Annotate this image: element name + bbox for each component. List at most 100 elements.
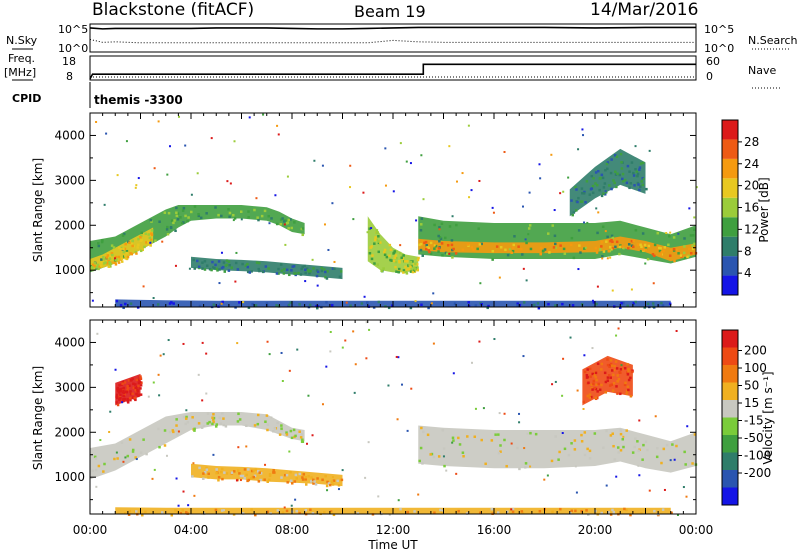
- speckle: [467, 124, 470, 127]
- speckle: [325, 300, 328, 304]
- speckle: [172, 221, 175, 225]
- speckle: [119, 388, 122, 391]
- speckle: [557, 458, 560, 461]
- speckle: [662, 447, 666, 451]
- speckle: [304, 475, 308, 479]
- speckle: [626, 304, 629, 308]
- speckle: [266, 480, 269, 483]
- speckle: [176, 510, 180, 513]
- speckle: [280, 424, 283, 427]
- speckle: [245, 424, 248, 428]
- speckle: [570, 442, 573, 445]
- colorbar-block: [722, 158, 738, 179]
- speckle: [602, 186, 606, 189]
- speckle: [282, 272, 286, 275]
- speckle: [451, 256, 454, 259]
- speckle: [393, 250, 397, 253]
- speckle: [583, 190, 586, 194]
- speckle: [594, 396, 597, 400]
- speckle: [341, 469, 344, 472]
- speckle: [367, 441, 370, 444]
- speckle: [433, 244, 436, 247]
- speckle: [602, 446, 605, 450]
- speckle: [511, 510, 515, 513]
- speckle: [627, 369, 630, 373]
- speckle: [99, 439, 102, 442]
- speckle: [659, 253, 663, 256]
- speckle: [622, 247, 625, 250]
- speckle: [217, 260, 221, 263]
- speckle: [407, 267, 410, 271]
- speckle: [326, 270, 329, 273]
- x-tick-label: 20:00: [578, 523, 613, 537]
- speckle: [340, 478, 344, 482]
- speckle: [294, 473, 298, 477]
- speckle: [139, 235, 142, 239]
- speckle: [268, 353, 271, 356]
- speckle: [266, 428, 269, 432]
- speckle: [349, 164, 352, 167]
- speckle: [516, 304, 519, 307]
- speckle: [497, 451, 501, 455]
- speckle: [377, 250, 380, 254]
- colorbar-block: [722, 330, 738, 348]
- speckle: [432, 455, 436, 459]
- speckle: [163, 444, 167, 447]
- speckle: [260, 214, 264, 218]
- speckle: [648, 149, 651, 152]
- speckle: [588, 449, 592, 453]
- speckle: [448, 145, 451, 148]
- speckle: [629, 395, 633, 398]
- speckle: [604, 391, 608, 394]
- speckle: [238, 301, 241, 304]
- speckle: [285, 431, 288, 434]
- speckle: [96, 332, 99, 335]
- power-panel: 1000 2000 3000 4000 Slant Range [km]: [31, 112, 698, 310]
- speckle: [445, 469, 448, 472]
- speckle: [451, 441, 454, 444]
- speckle: [660, 250, 663, 254]
- speckle: [181, 221, 185, 224]
- speckle: [693, 433, 697, 436]
- speckle: [461, 248, 465, 252]
- x-tick-label: 00:00: [73, 523, 108, 537]
- speckle: [612, 381, 616, 385]
- speckle: [152, 381, 155, 384]
- speckle: [362, 191, 365, 194]
- speckle: [287, 303, 291, 307]
- speckle: [168, 302, 172, 305]
- speckle: [523, 447, 526, 450]
- speckle: [182, 342, 185, 345]
- speckle: [315, 269, 319, 272]
- speckle: [177, 504, 180, 507]
- velocity-colorbar-ticks: 200 100 50 15 -15 -50 -100 -200: [738, 344, 771, 480]
- speckle: [585, 376, 589, 379]
- speckle: [424, 247, 428, 251]
- speckle: [397, 356, 400, 359]
- speckle: [153, 167, 156, 170]
- speckle: [205, 264, 209, 267]
- speckle: [281, 380, 284, 383]
- speckle: [586, 368, 589, 371]
- speckle: [602, 192, 605, 196]
- speckle: [324, 270, 327, 274]
- speckle: [330, 303, 334, 307]
- speckle: [442, 455, 445, 458]
- speckle: [653, 509, 656, 513]
- speckle: [644, 248, 647, 252]
- speckle: [323, 223, 326, 226]
- speckle: [527, 227, 531, 230]
- speckle: [127, 379, 131, 382]
- speckle: [129, 390, 132, 393]
- speckle: [150, 220, 153, 223]
- speckle: [623, 383, 627, 387]
- speckle: [586, 221, 589, 224]
- speckle: [128, 438, 132, 441]
- speckle: [437, 234, 440, 238]
- speckle: [137, 243, 140, 247]
- speckle: [569, 243, 573, 247]
- speckle: [619, 245, 623, 248]
- speckle: [639, 162, 643, 165]
- speckle: [415, 219, 418, 222]
- colorbar-tick-label: -100: [744, 449, 771, 463]
